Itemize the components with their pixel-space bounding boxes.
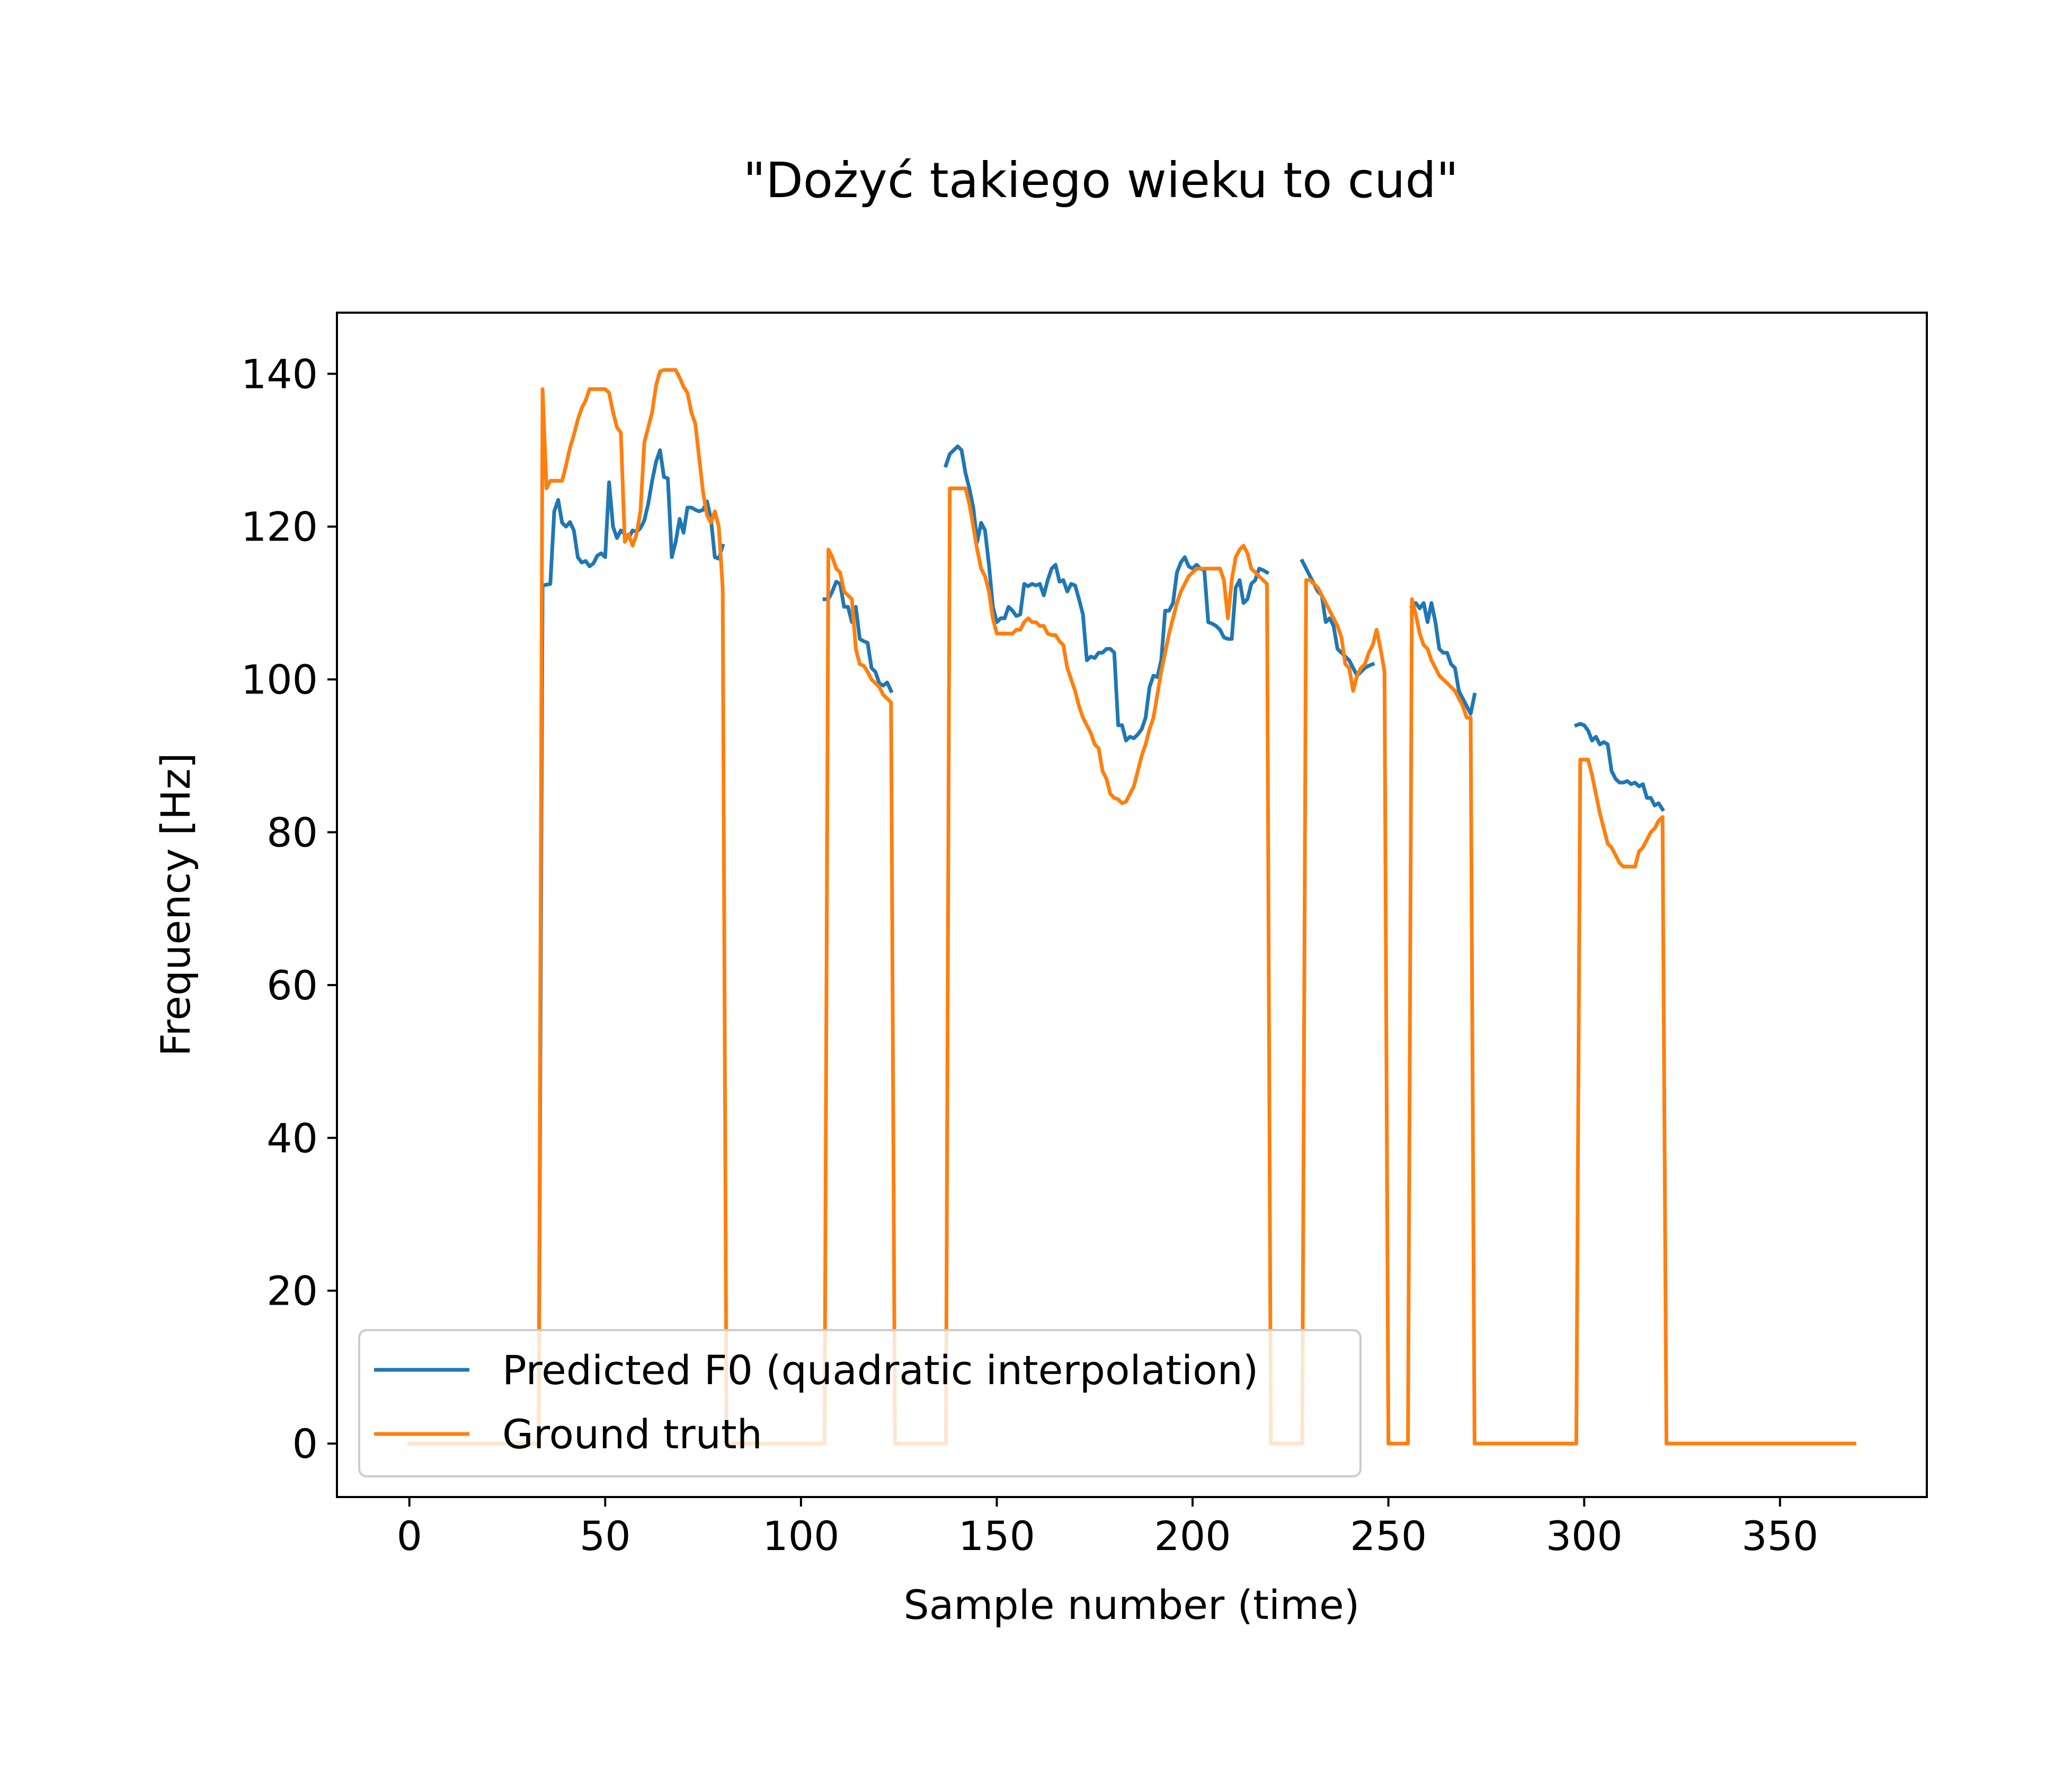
x-axis-ticks: 0 50 100 150 200 250 300 350 bbox=[397, 1497, 1818, 1560]
y-axis-ticks: 0 20 40 60 80 100 120 140 bbox=[241, 350, 337, 1467]
y-tick-label: 120 bbox=[241, 503, 318, 551]
y-tick-label: 100 bbox=[241, 656, 318, 703]
y-tick-label: 20 bbox=[266, 1268, 318, 1315]
legend-label-predicted: Predicted F0 (quadratic interpolation) bbox=[502, 1347, 1258, 1394]
x-tick-label: 200 bbox=[1154, 1512, 1231, 1560]
x-tick-label: 250 bbox=[1350, 1512, 1427, 1560]
y-tick-label: 60 bbox=[266, 962, 318, 1009]
chart-title: "Dożyć takiego wieku to cud" bbox=[743, 152, 1459, 209]
x-tick-label: 0 bbox=[397, 1512, 422, 1560]
y-axis-label: Frequency [Hz] bbox=[152, 752, 199, 1056]
x-tick-label: 50 bbox=[580, 1512, 631, 1560]
legend: Predicted F0 (quadratic interpolation) G… bbox=[358, 1329, 1362, 1477]
legend-label-ground-truth: Ground truth bbox=[502, 1411, 762, 1458]
y-tick-label: 80 bbox=[266, 809, 318, 856]
series-line-ground-truth bbox=[407, 368, 1856, 1446]
x-tick-label: 350 bbox=[1741, 1512, 1818, 1560]
x-axis-label: Sample number (time) bbox=[904, 1581, 1360, 1628]
x-tick-label: 100 bbox=[762, 1512, 839, 1560]
series-line-predicted-f0 bbox=[407, 444, 1665, 1446]
series-lines bbox=[407, 368, 1856, 1446]
y-tick-label: 0 bbox=[292, 1420, 318, 1467]
x-tick-label: 150 bbox=[958, 1512, 1035, 1560]
y-tick-label: 40 bbox=[266, 1114, 318, 1162]
legend-box bbox=[358, 1329, 1362, 1477]
y-tick-label: 140 bbox=[241, 350, 318, 397]
x-tick-label: 300 bbox=[1546, 1512, 1623, 1560]
plot-frame bbox=[336, 312, 1928, 1498]
plot-area bbox=[337, 313, 1927, 1497]
